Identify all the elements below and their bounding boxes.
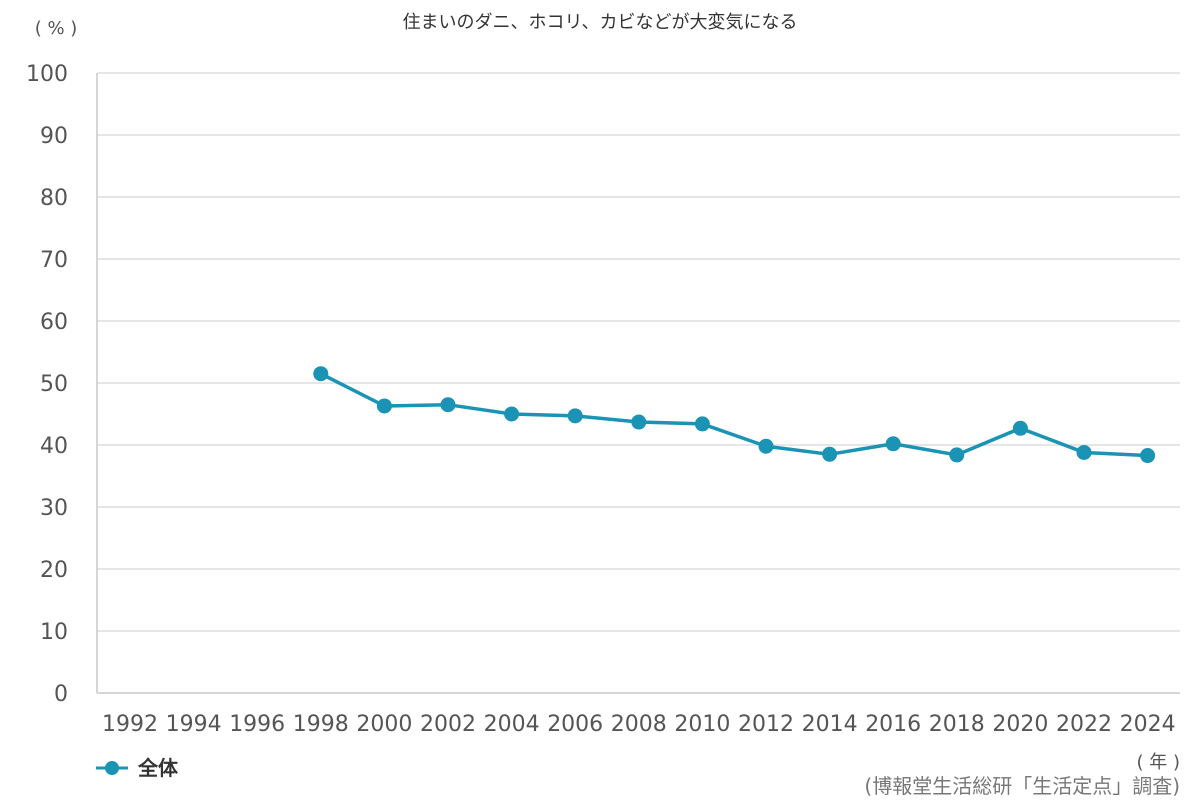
legend-label: 全体	[137, 756, 179, 780]
x-tick-label: 1994	[166, 712, 222, 737]
x-tick-label: 2000	[356, 712, 412, 737]
x-tick-label: 1998	[293, 712, 349, 737]
source-note: (博報堂生活総研「生活定点」調査)	[864, 774, 1180, 798]
x-tick-label: 2018	[929, 712, 985, 737]
data-point-2014	[822, 446, 838, 462]
data-point-2020	[1012, 420, 1028, 436]
x-tick-label: 2002	[420, 712, 476, 737]
series	[313, 366, 1156, 464]
y-tick-label: 30	[40, 496, 68, 521]
y-tick-label: 0	[54, 682, 68, 707]
x-tick-label: 2022	[1056, 712, 1112, 737]
data-point-2000	[376, 398, 392, 414]
y-tick-label: 40	[40, 434, 68, 459]
y-tick-label: 10	[40, 620, 68, 645]
series-line	[320, 372, 1148, 458]
x-tick-label: 2020	[992, 712, 1048, 737]
data-point-2018	[949, 447, 965, 463]
y-tick-label: 70	[40, 248, 68, 273]
y-tick-label: 100	[26, 62, 68, 87]
y-tick-label: 20	[40, 558, 68, 583]
x-tick-label: 2012	[738, 712, 794, 737]
x-axis-unit: ( 年 )	[1137, 752, 1181, 773]
legend: 全体	[96, 756, 179, 780]
data-point-2004	[504, 406, 520, 422]
x-tick-label: 2010	[674, 712, 730, 737]
data-point-2010	[694, 416, 710, 432]
x-tick-label: 2006	[547, 712, 603, 737]
x-tick-label: 1996	[229, 712, 285, 737]
x-tick-label: 2024	[1120, 712, 1176, 737]
data-point-2012	[758, 438, 774, 454]
data-point-2002	[440, 397, 456, 413]
x-tick-label: 2004	[484, 712, 540, 737]
y-tick-label: 60	[40, 310, 68, 335]
legend-dot-marker	[105, 761, 119, 775]
y-tick-labels: 0 10 20 30 40 50 60 70 80 90 100	[26, 62, 68, 707]
data-point-2022	[1076, 444, 1092, 460]
data-point-1998	[313, 366, 329, 382]
x-tick-labels: 1992 1994 1996 1998 2000 2002 2004 2006 2008 2010…	[102, 712, 1176, 737]
data-point-2016	[885, 436, 901, 452]
data-point-2024	[1140, 448, 1156, 464]
x-tick-label: 2014	[802, 712, 858, 737]
data-point-2008	[631, 414, 647, 430]
gridlines	[96, 72, 1180, 694]
x-tick-label: 2016	[865, 712, 921, 737]
x-tick-label: 2008	[611, 712, 667, 737]
chart-title: 住まいのダニ、ホコリ、カビなどが大変気になる	[403, 12, 798, 33]
y-axis-unit: ( % )	[35, 18, 78, 39]
y-tick-label: 50	[40, 372, 68, 397]
y-tick-label: 80	[40, 186, 68, 211]
x-tick-label: 1992	[102, 712, 158, 737]
data-point-2006	[567, 408, 583, 424]
y-tick-label: 90	[40, 124, 68, 149]
